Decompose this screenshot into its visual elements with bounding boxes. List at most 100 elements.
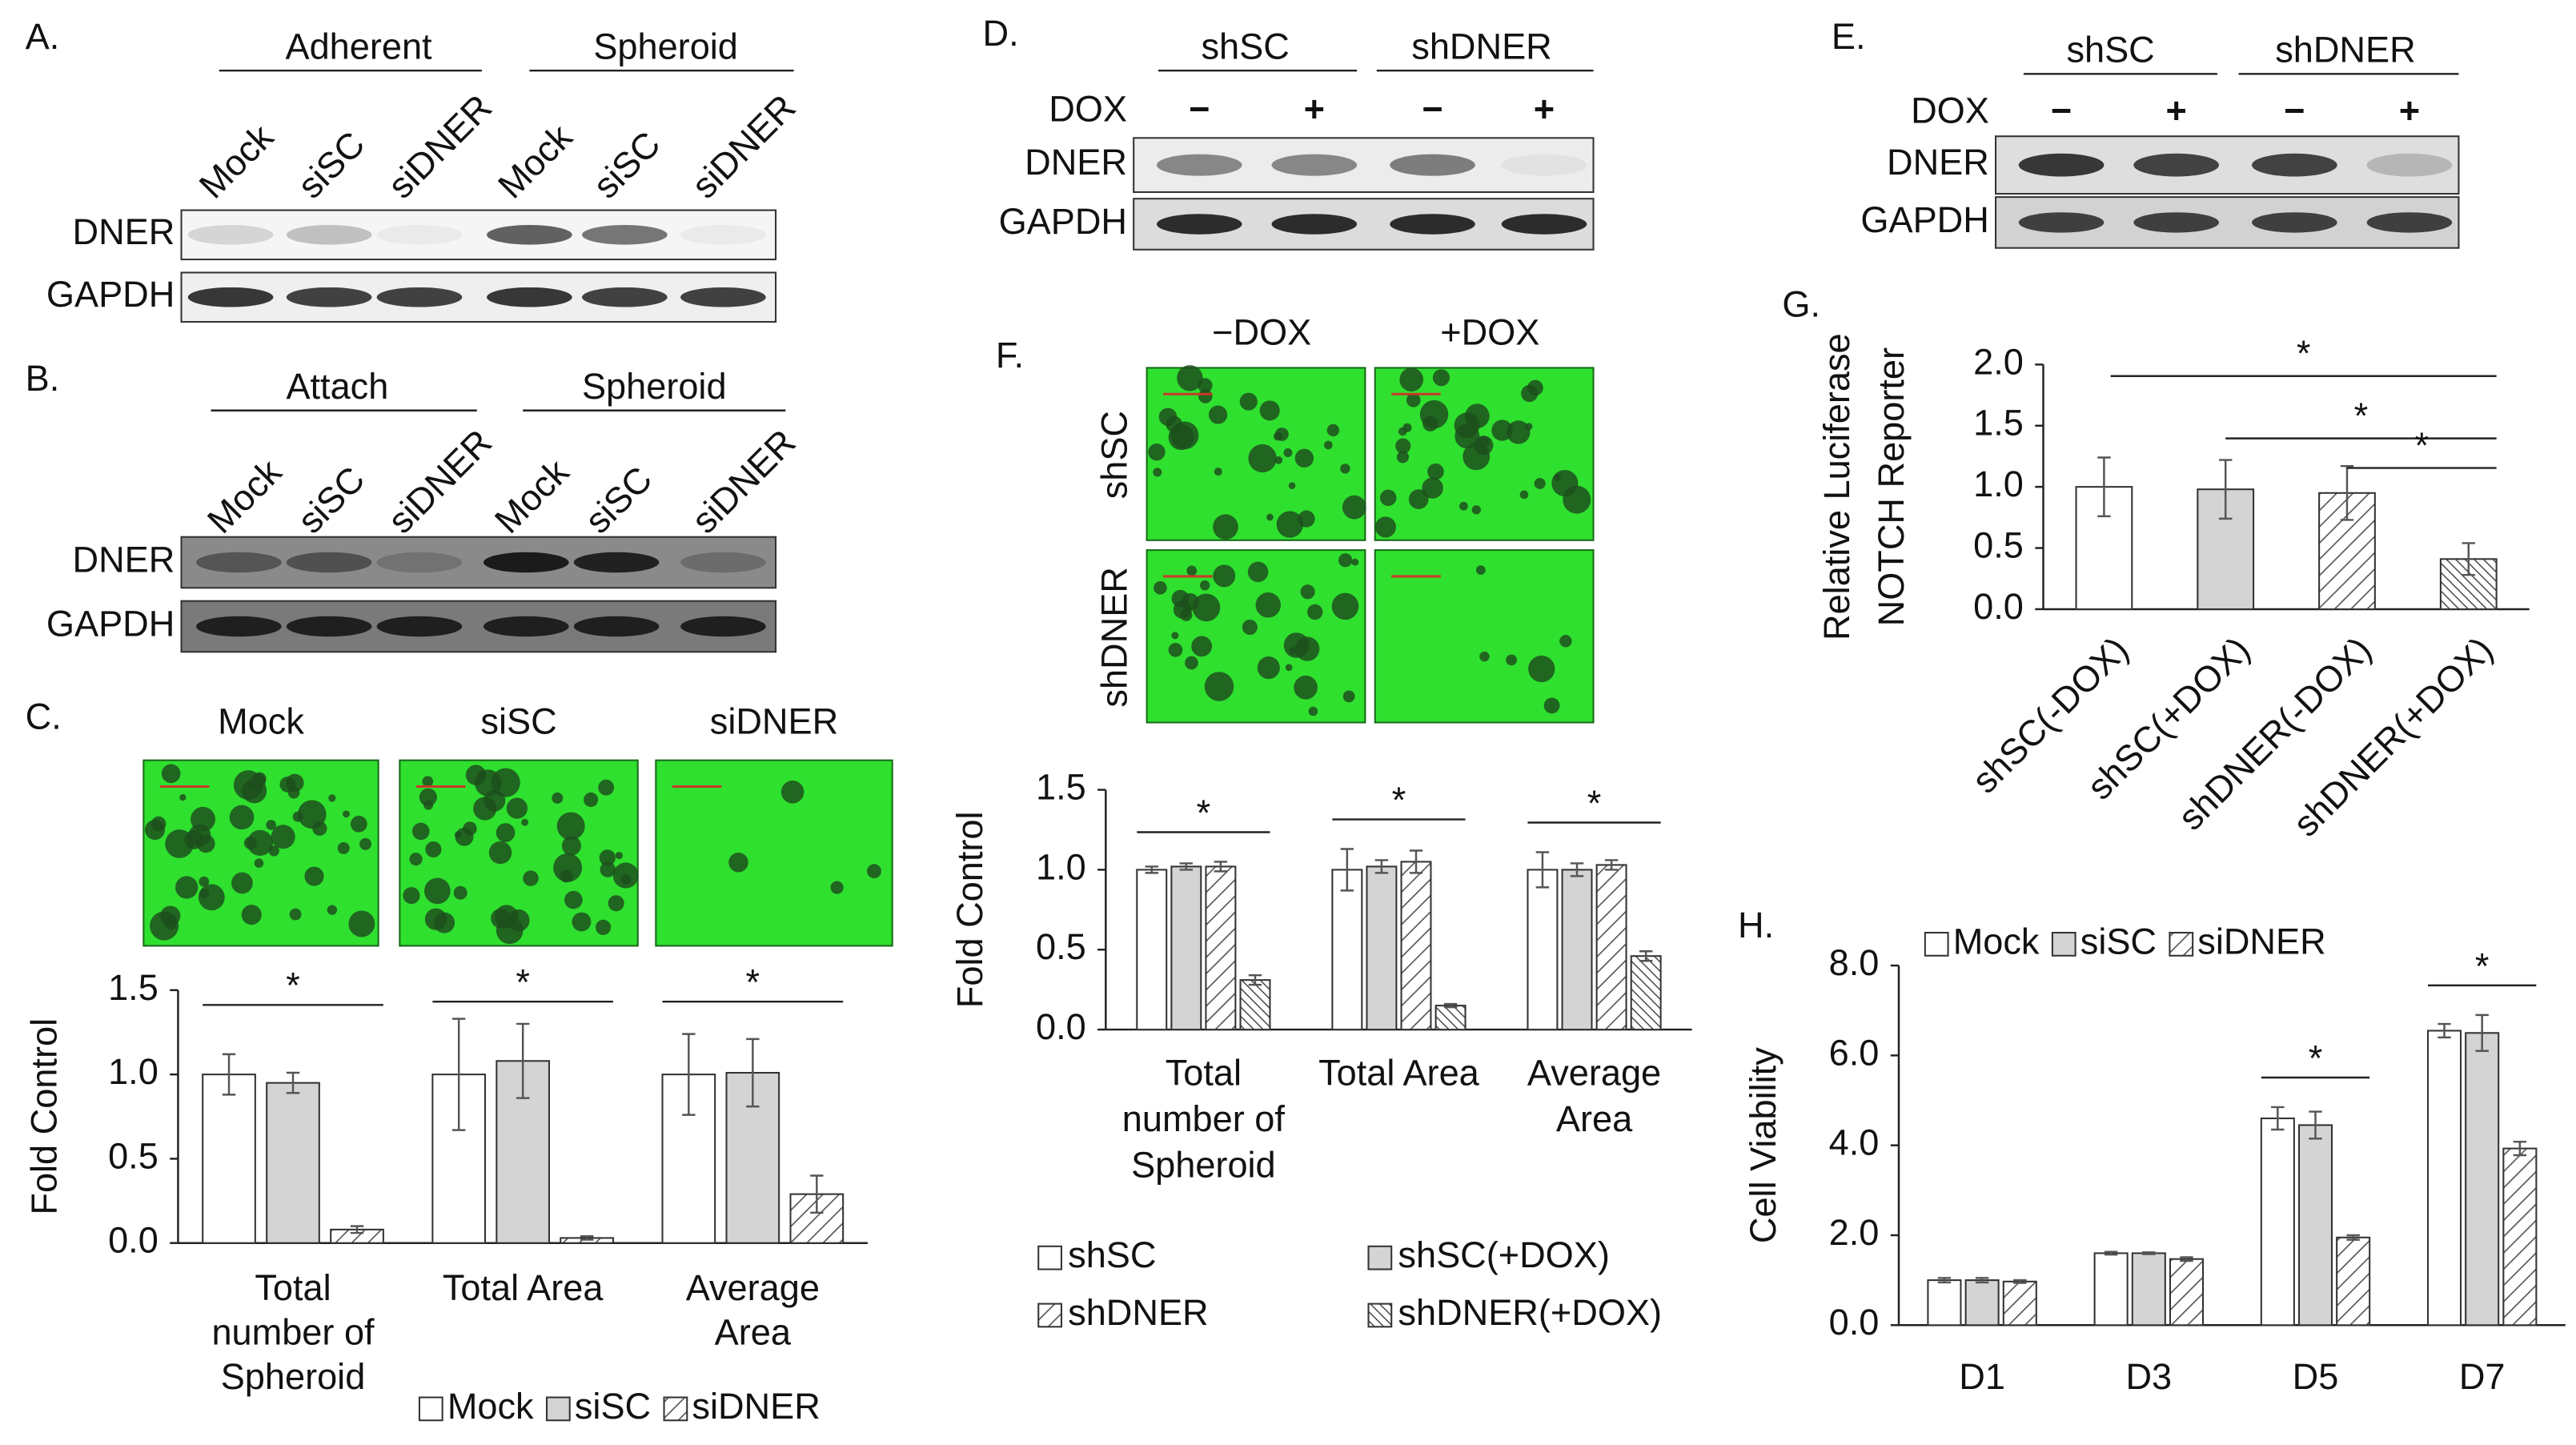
spheroid xyxy=(1559,635,1572,648)
blot-band xyxy=(286,225,372,245)
spheroid xyxy=(1534,477,1546,489)
spheroid xyxy=(1242,619,1258,636)
blot-band xyxy=(1156,154,1242,176)
y-tick-label: 0.0 xyxy=(1973,586,2024,627)
y-tick-label: 0.0 xyxy=(1829,1302,1880,1343)
lane-label: + xyxy=(2399,90,2420,130)
error-bar xyxy=(2475,1014,2489,1052)
spheroid xyxy=(1171,632,1179,640)
spheroid xyxy=(552,792,564,804)
significance-star: * xyxy=(1587,783,1602,824)
blot-band xyxy=(286,552,372,573)
spheroid xyxy=(425,841,442,858)
spheroid xyxy=(179,793,187,801)
y-tick-label: 8.0 xyxy=(1829,942,1880,983)
spheroid xyxy=(1248,444,1277,473)
spheroid xyxy=(1459,501,1468,511)
spheroid xyxy=(620,874,632,885)
blot-band xyxy=(1390,214,1475,235)
error-bar xyxy=(1340,848,1354,892)
spheroid xyxy=(1491,419,1513,441)
spheroid xyxy=(1408,489,1429,509)
spheroid xyxy=(199,876,210,887)
spheroid xyxy=(608,895,624,912)
y-tick-label: 0.5 xyxy=(1973,524,2024,565)
error-bar xyxy=(580,1235,594,1241)
bar xyxy=(2169,1258,2205,1327)
y-tick-label: 1.0 xyxy=(108,1051,158,1092)
significance-star: * xyxy=(286,965,300,1006)
spheroid xyxy=(564,890,583,909)
blot-strip xyxy=(180,271,777,323)
legend-label: shDNER xyxy=(1068,1292,1208,1333)
y-axis-label: Relative Luciferase xyxy=(1816,333,1857,640)
y-tick-label: 6.0 xyxy=(1829,1032,1880,1073)
lane-label: − xyxy=(1189,88,1210,129)
spheroid xyxy=(830,881,844,894)
spheroid xyxy=(1239,392,1258,411)
legend-swatch xyxy=(663,1396,688,1422)
spheroid xyxy=(1528,655,1555,683)
lane-label: siSC xyxy=(290,459,372,541)
bar xyxy=(1927,1279,1962,1327)
panel-label: A. xyxy=(26,16,60,57)
lane-label: siSC xyxy=(290,123,372,206)
spheroid xyxy=(337,842,350,854)
blot-band xyxy=(2018,212,2105,233)
spheroid xyxy=(1402,423,1412,432)
spheroid xyxy=(1519,490,1529,500)
significance-star: * xyxy=(1392,780,1406,821)
spheroid xyxy=(1153,468,1162,477)
spheroid xyxy=(1283,448,1293,457)
bar xyxy=(789,1193,845,1244)
y-tick-label: 0.0 xyxy=(1036,1006,1086,1047)
treatment-label: DOX xyxy=(1049,88,1127,129)
spheroid xyxy=(1351,558,1359,566)
spheroid xyxy=(289,908,302,921)
spheroid xyxy=(343,810,350,818)
x-tick-label: D7 xyxy=(2459,1356,2506,1397)
spheroid xyxy=(1185,656,1198,670)
spheroid xyxy=(1551,469,1579,497)
spheroid xyxy=(1257,656,1280,680)
image-label: +DOX xyxy=(1440,311,1539,352)
significance-star: * xyxy=(2297,333,2311,374)
blot-band xyxy=(2252,212,2337,233)
spheroid xyxy=(1395,438,1411,454)
spheroid xyxy=(1432,369,1451,387)
spheroid xyxy=(572,912,592,932)
blot-band xyxy=(376,287,463,307)
spheroid xyxy=(1326,423,1340,437)
bar xyxy=(1205,865,1237,1031)
image-label: Mock xyxy=(218,700,304,741)
significance-star: * xyxy=(2354,395,2369,436)
spheroid xyxy=(422,776,434,787)
spheroid xyxy=(403,887,420,905)
error-bar xyxy=(2142,1251,2156,1255)
legend-label: siSC xyxy=(2080,921,2157,961)
spheroid xyxy=(595,919,612,935)
spheroid xyxy=(1191,636,1213,657)
spheroid xyxy=(1465,403,1490,429)
spheroid xyxy=(271,825,295,849)
legend-label: shSC xyxy=(1068,1234,1156,1275)
spheroid xyxy=(231,872,253,894)
spheroid xyxy=(348,910,375,937)
lane-label: siDNER xyxy=(380,421,500,540)
group-label: shSC xyxy=(1202,26,1290,66)
spheroid xyxy=(243,837,257,849)
spheroid xyxy=(465,765,487,785)
legend-label: shDNER(+DOX) xyxy=(1398,1292,1662,1333)
spheroid xyxy=(496,823,516,842)
spheroid xyxy=(419,788,437,806)
x-tick-label: D5 xyxy=(2293,1356,2339,1397)
spheroid xyxy=(1399,367,1424,392)
spheroid xyxy=(1276,511,1303,538)
error-bar xyxy=(1604,859,1619,871)
blot-band xyxy=(1501,214,1587,235)
lane-label: + xyxy=(1304,88,1325,129)
spheroid xyxy=(198,884,225,911)
spheroid xyxy=(1199,580,1210,591)
error-bar xyxy=(350,1225,364,1234)
spheroid xyxy=(359,837,371,850)
